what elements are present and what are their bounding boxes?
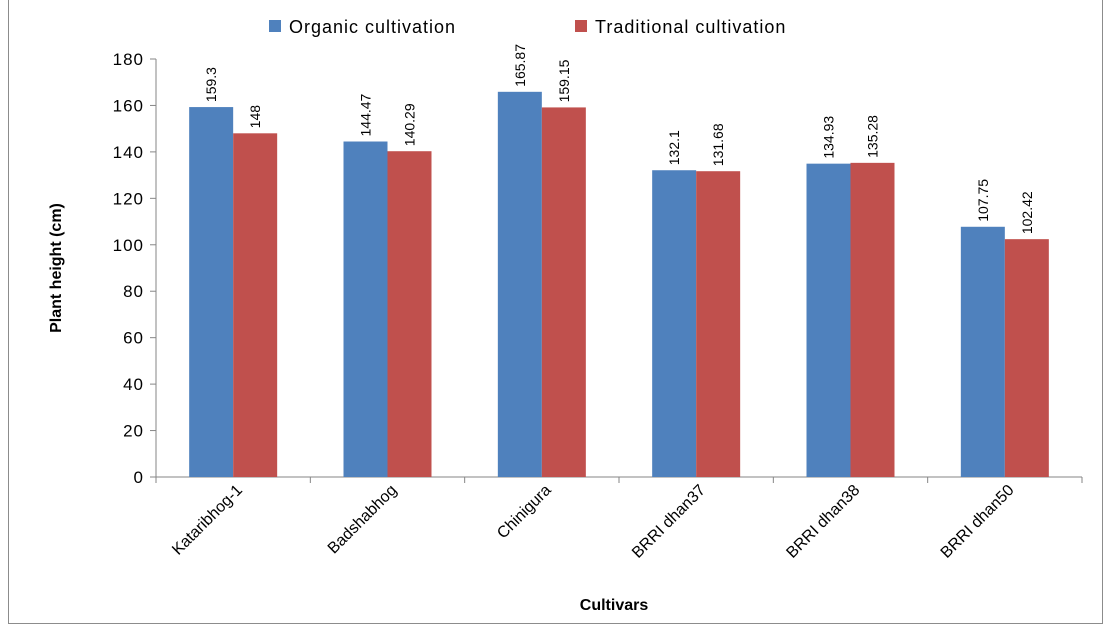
bar-organic: [806, 163, 851, 478]
data-label: 134.93: [821, 116, 837, 159]
x-tick-label: BRRI dhan37: [629, 482, 709, 562]
y-tick-label: 180: [113, 50, 144, 69]
bar-organic: [189, 107, 234, 477]
data-label: 135.28: [865, 115, 881, 158]
data-label: 132.1: [666, 130, 682, 165]
x-tick-label: Badshabhog: [325, 482, 401, 558]
bar-traditional: [696, 171, 741, 477]
y-tick-label: 160: [113, 96, 144, 115]
x-axis: Kataribhog-1 Badshabhog Chinigura BRRI dhan…: [155, 476, 1083, 562]
y-axis-title: Plant height (cm): [48, 203, 65, 333]
bar-organic: [960, 226, 1005, 477]
legend-label: Traditional cultivation: [595, 17, 786, 37]
x-tick-label: Kataribhog-1: [169, 482, 246, 559]
bar-organic: [652, 170, 697, 478]
data-label: 107.75: [975, 179, 991, 222]
data-label: 165.87: [512, 44, 528, 87]
y-tick-label: 120: [113, 189, 144, 208]
legend-swatch: [575, 20, 587, 32]
bars: [189, 91, 1049, 478]
y-tick-label: 140: [113, 143, 144, 162]
data-label: 102.42: [1019, 191, 1035, 234]
data-label: 159.3: [203, 67, 219, 102]
y-axis: 0 20 40 60 80 100 120 140 160 180: [113, 50, 157, 487]
y-tick-label: 100: [113, 236, 144, 255]
y-tick-label: 0: [134, 468, 144, 487]
data-label: 140.29: [402, 103, 418, 146]
bar-organic: [343, 141, 388, 478]
legend: Organic cultivation Traditional cultivati…: [269, 17, 786, 37]
bar-traditional: [850, 162, 895, 477]
x-tick-label: Chinigura: [494, 482, 555, 543]
y-tick-label: 20: [123, 422, 144, 441]
bar-traditional: [1004, 239, 1049, 477]
data-label: 144.47: [358, 93, 374, 136]
x-tick-label: BRRI dhan50: [938, 482, 1018, 562]
legend-swatch: [269, 20, 281, 32]
value-labels: 159.3 148 144.47 140.29 165.87 159.15 132.1 131…: [203, 44, 1035, 234]
data-label: 159.15: [556, 59, 572, 102]
bar-traditional: [541, 107, 586, 477]
bar-organic: [497, 91, 542, 478]
y-tick-label: 60: [123, 329, 144, 348]
bar-traditional: [387, 151, 432, 477]
data-label: 131.68: [710, 123, 726, 166]
x-axis-title: Cultivars: [580, 597, 649, 614]
bar-traditional: [233, 133, 278, 478]
legend-label: Organic cultivation: [289, 17, 456, 37]
x-tick-label: BRRI dhan38: [783, 482, 863, 562]
y-tick-label: 80: [123, 282, 144, 301]
y-tick-label: 40: [123, 375, 144, 394]
data-label: 148: [247, 105, 263, 129]
